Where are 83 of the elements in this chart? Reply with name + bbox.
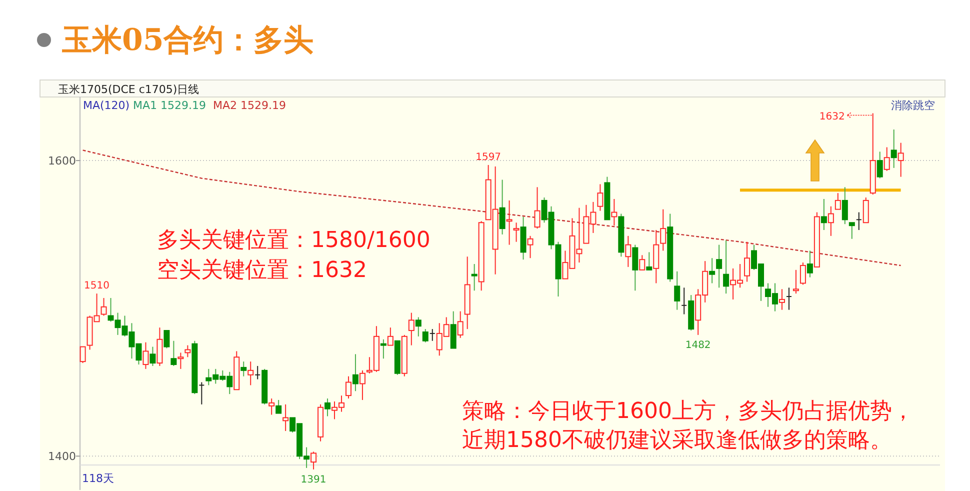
annotation: 空头关键位置：1632 xyxy=(157,258,367,283)
candlestick xyxy=(681,287,688,315)
candlestick xyxy=(674,270,680,310)
candlestick xyxy=(884,146,890,172)
candlestick xyxy=(248,361,254,386)
candlestick xyxy=(820,198,827,231)
annotation: 1482 xyxy=(685,340,711,351)
candlestick xyxy=(506,200,512,246)
candlestick xyxy=(898,142,904,178)
chart-subtitle: 玉米1705(DCE c1705)日线 xyxy=(58,83,200,96)
candlestick xyxy=(513,222,520,242)
candlestick xyxy=(625,235,632,268)
candlestick xyxy=(534,186,540,230)
candlestick xyxy=(806,250,813,278)
y-tick-label: 1600 xyxy=(48,154,76,168)
candlestick xyxy=(80,346,86,364)
candlestick xyxy=(723,240,730,294)
candlestick xyxy=(862,197,869,224)
candlestick xyxy=(184,344,191,358)
candlestick xyxy=(359,370,366,400)
candlestick xyxy=(848,222,855,240)
candlestick xyxy=(842,186,848,225)
candlestick xyxy=(345,376,352,399)
candlestick xyxy=(276,399,282,414)
candlestick xyxy=(387,327,394,346)
candlestick xyxy=(164,330,170,349)
annotation: 1597 xyxy=(476,152,502,163)
candlestick xyxy=(100,297,107,316)
candlestick xyxy=(170,340,177,366)
candlestick xyxy=(310,451,317,470)
chart-title: 玉米05合约：多头 xyxy=(61,23,314,58)
candlestick xyxy=(632,244,638,292)
annotation: 消除跳空 xyxy=(891,99,935,112)
candlestick xyxy=(380,338,386,360)
candlestick xyxy=(254,365,261,380)
candlestick xyxy=(408,312,414,346)
candlestick xyxy=(142,342,149,370)
candlestick xyxy=(268,398,275,416)
annotation: 近期1580不破仍建议采取逢低做多的策略。 xyxy=(462,428,892,453)
candlestick xyxy=(856,212,862,231)
y-tick-label: 1400 xyxy=(48,450,76,464)
legend-title: MA(120) xyxy=(83,99,130,112)
candlestick xyxy=(792,269,799,294)
text: MA2 1529.19 xyxy=(213,99,286,112)
candlestick xyxy=(150,346,156,366)
candlestick xyxy=(450,310,456,349)
candlestick xyxy=(527,235,534,259)
candlestick xyxy=(778,288,785,310)
candlestick xyxy=(660,208,666,252)
text: 1391 xyxy=(300,474,326,486)
candlestick xyxy=(828,206,834,236)
candlestick xyxy=(646,252,652,270)
annotation: 多头关键位置：1580/1600 xyxy=(157,228,430,253)
candlestick xyxy=(709,258,716,284)
candlestick xyxy=(415,316,422,337)
annotation: 策略：今日收于1600上方，多头仍占据优势， xyxy=(462,399,914,424)
candlestick xyxy=(786,287,792,310)
candlestick xyxy=(611,198,618,226)
candlestick xyxy=(834,192,841,210)
candlestick xyxy=(352,354,358,392)
candlestick xyxy=(716,244,722,288)
candlestick xyxy=(471,264,478,292)
candlestick xyxy=(597,184,604,212)
annotation: 1632 xyxy=(819,111,845,122)
candlestick xyxy=(156,327,163,366)
annotation: 1510 xyxy=(84,280,110,292)
candlestick xyxy=(240,361,247,377)
candlestick xyxy=(198,382,205,405)
candlestick xyxy=(876,151,883,179)
candlestick xyxy=(744,241,750,282)
candlestick xyxy=(422,328,428,343)
candlestick xyxy=(429,328,436,342)
candlestick xyxy=(282,404,289,432)
candlestick xyxy=(890,129,897,168)
text: 118天 xyxy=(82,472,114,485)
candlestick xyxy=(324,398,331,417)
annotation: MA1 1529.19 xyxy=(133,99,206,112)
candlestick xyxy=(499,179,506,235)
candlestick xyxy=(800,262,806,286)
candlestick xyxy=(178,352,184,370)
candlestick xyxy=(639,254,646,270)
candlestick xyxy=(653,230,660,284)
candlestick xyxy=(457,310,464,338)
